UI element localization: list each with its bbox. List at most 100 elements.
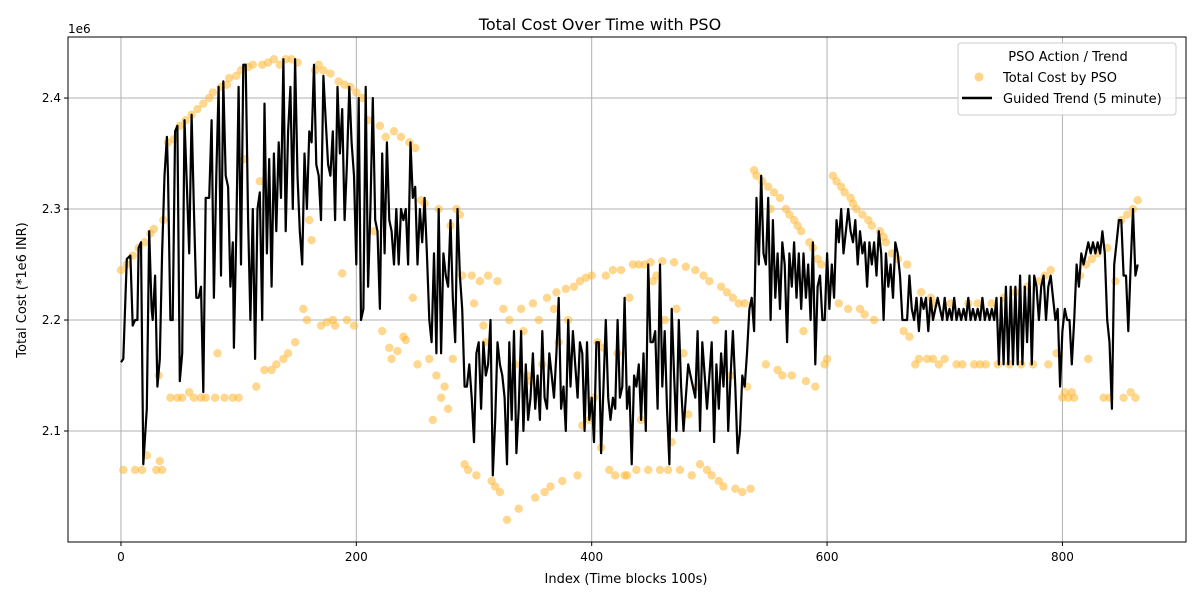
scatter-point [330,321,340,330]
scatter-point [184,387,194,397]
legend-entry-scatter: Total Cost by PSO [1002,71,1117,86]
legend-box [957,42,1177,116]
scatter-point [801,376,811,386]
y-axis-label: Total Cost (*1e6 INR) [15,222,30,358]
y-tick-label: 2.3 [42,202,61,216]
scatter-point [213,349,222,358]
scatter-point [681,262,691,271]
scatter-point [1133,195,1142,205]
scatter-point [1046,265,1055,275]
scatter-point [469,299,479,308]
scatter-point [761,360,771,369]
scatter-point [740,299,749,308]
scatter-point [672,304,681,314]
scatter-point [428,415,438,425]
scatter-point [377,326,387,336]
scatter-point [860,310,869,319]
scatter-point [601,271,611,280]
scatter-point [587,271,596,280]
y-tick-label: 2.1 [42,424,61,438]
trend-line [120,58,1139,477]
scatter-point [493,276,502,286]
scatter-point [436,393,446,402]
scatter-point [699,271,708,280]
scatter-point [177,393,187,402]
scatter-point [722,288,732,297]
scatter-point [785,210,794,219]
scatter-point [299,304,308,314]
scatter-point [149,224,159,234]
scatter-point [843,304,853,314]
scatter-point [867,221,877,230]
scatter-point [479,321,488,330]
scatter-point [695,460,705,469]
scatter-point [728,293,738,303]
legend: PSO Action / Trend Total Cost by PSO Gui… [957,42,1177,116]
scatter-point [1044,360,1053,369]
scatter-point [858,210,867,219]
scatter-point [234,393,243,402]
scatter-point [610,471,620,480]
scatter-point [540,487,549,497]
scatter-point [201,393,210,402]
scatter-point [193,104,202,114]
scatter-point [267,365,276,375]
scatter-point [1028,360,1038,369]
scatter-point [319,66,328,75]
x-tick-label: 200 [345,550,368,564]
scatter-point [716,282,726,291]
scatter-point [663,465,673,475]
scatter-point [342,315,352,325]
scatter-point [534,315,543,325]
scatter-point [1126,387,1135,397]
chart-title: Total Cost Over Time with PSO [478,15,721,34]
scatter-point [855,304,865,314]
scatter-point [705,276,714,286]
legend-marker-scatter [974,72,984,82]
scatter-point [552,288,561,297]
scatter-point [516,304,526,314]
scatter-point [1087,254,1097,264]
scatter-point [934,360,944,369]
scatter-point [787,371,797,380]
scatter-point [385,343,394,353]
scatter-point [796,226,806,236]
scatter-point [573,471,582,480]
scatter-point [425,354,434,364]
scatter-point [840,188,849,197]
scatter-point [381,132,390,142]
scatter-point [269,54,279,64]
scatter-point [157,465,167,475]
scatter-point [448,354,458,364]
scatter-point [928,354,938,364]
scatter-point [852,204,861,214]
scatter-point [505,315,514,325]
scatter-point [881,238,891,247]
legend-title: PSO Action / Trend [1008,50,1127,65]
scatter-series [116,54,1142,525]
scatter-point [731,484,740,493]
scatter-point [687,471,696,480]
y-offset-label: 1e6 [68,22,91,36]
scatter-point [467,271,476,280]
scatter-point [625,293,634,303]
x-tick-label: 400 [580,550,603,564]
scatter-point [189,393,199,402]
x-tick-label: 600 [816,550,839,564]
scatter-point [655,465,665,475]
scatter-point [675,465,685,475]
scatter-point [902,260,912,269]
y-tick-label: 2.4 [42,91,61,105]
scatter-point [137,465,147,475]
scatter-point [691,265,700,275]
scatter-point [1111,276,1120,286]
scatter-point [514,504,523,513]
scatter-point [443,404,453,414]
scatter-point [834,299,844,308]
scatter-point [799,326,808,336]
scatter-point [1131,393,1140,402]
scatter-point [940,354,949,364]
scatter-point [899,326,908,336]
scatter-point [616,265,626,275]
